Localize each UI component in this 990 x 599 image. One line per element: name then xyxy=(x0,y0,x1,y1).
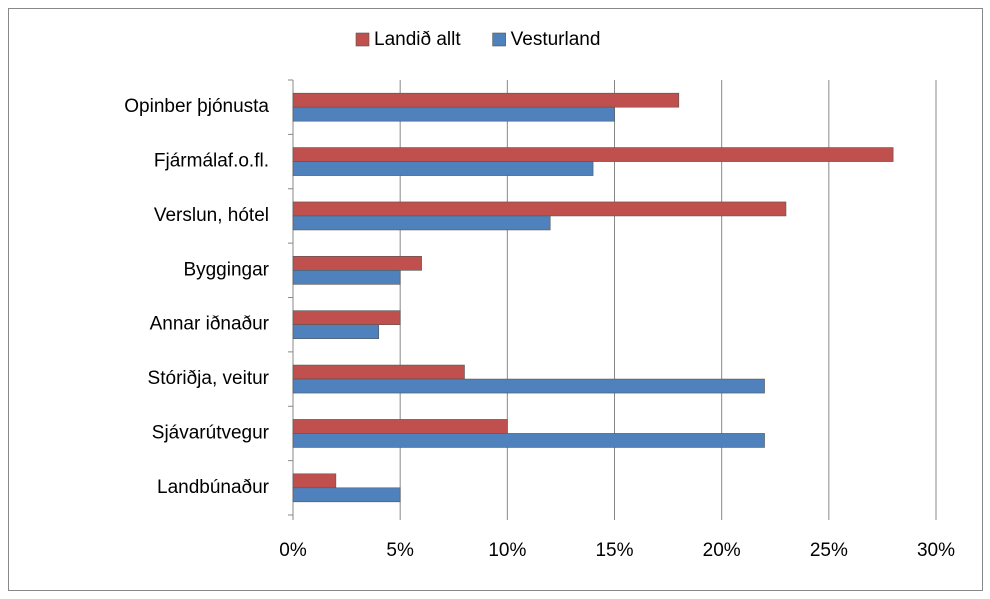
bar xyxy=(292,433,765,448)
x-tick-label: 10% xyxy=(488,540,526,561)
bar xyxy=(292,487,401,503)
x-tick-label: 20% xyxy=(703,540,741,561)
bar xyxy=(292,256,422,271)
bar xyxy=(292,201,787,217)
bar xyxy=(292,419,508,434)
bar xyxy=(292,324,380,339)
x-tick-label: 0% xyxy=(279,540,307,561)
y-tick-label: Landbúnaður xyxy=(157,477,270,498)
bar xyxy=(292,147,894,162)
y-tick-label: Sjávarútvegur xyxy=(152,422,270,443)
y-tick-label: Byggingar xyxy=(183,259,269,280)
legend-label: Vesturland xyxy=(511,29,601,50)
bar xyxy=(292,270,401,285)
bar xyxy=(292,92,680,108)
legend-label: Landið allt xyxy=(374,29,461,50)
bar xyxy=(292,310,401,325)
x-tick-label: 15% xyxy=(595,540,633,561)
x-tick-label: 5% xyxy=(386,540,414,561)
bar xyxy=(292,378,765,394)
bar xyxy=(292,161,594,176)
y-tick-label: Annar iðnaður xyxy=(150,314,270,335)
bar xyxy=(292,106,615,122)
x-tick-label: 25% xyxy=(810,540,848,561)
y-tick-label: Fjármálaf.o.fl. xyxy=(154,151,269,172)
bar xyxy=(292,215,551,231)
y-tick-label: Stóriðja, veitur xyxy=(148,368,270,389)
y-tick-label: Verslun, hótel xyxy=(154,205,269,226)
bar xyxy=(292,473,337,489)
y-tick-label: Opinber þjónusta xyxy=(124,96,269,117)
legend-swatch xyxy=(355,32,370,47)
legend-swatch xyxy=(492,32,506,47)
bar xyxy=(292,364,465,380)
x-tick-label: 30% xyxy=(917,540,955,561)
